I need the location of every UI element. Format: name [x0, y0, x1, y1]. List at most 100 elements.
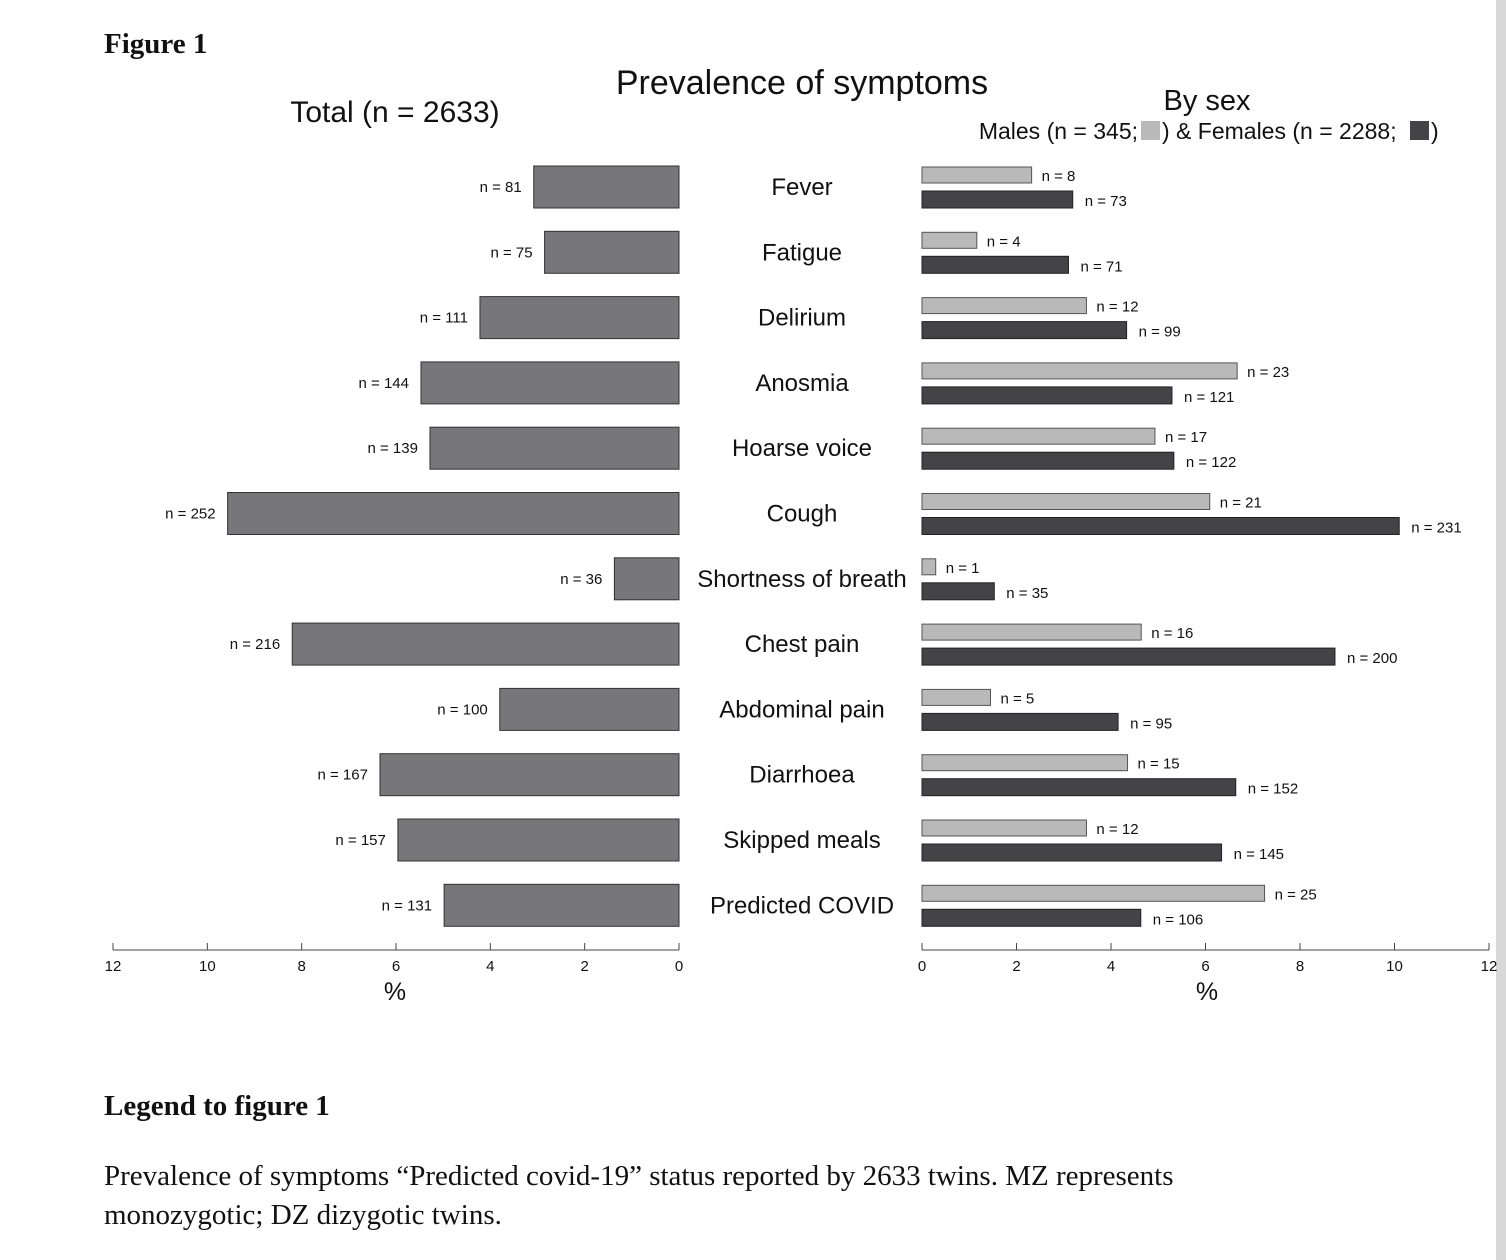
- female-bar: [921, 908, 1142, 927]
- female-bar-label: n = 200: [1347, 650, 1397, 667]
- male-bar: [921, 819, 1087, 837]
- category-label: Fever: [771, 174, 832, 201]
- total-bar: [227, 492, 680, 535]
- legend-text: Prevalence of symptoms “Predicted covid-…: [104, 1160, 1174, 1231]
- male-bar: [921, 754, 1129, 772]
- left-x-tick-label: 8: [297, 958, 305, 975]
- total-bar: [613, 557, 680, 601]
- male-bar: [921, 558, 937, 576]
- male-bar-label: n = 5: [1001, 690, 1035, 707]
- male-bar-label: n = 12: [1096, 299, 1138, 316]
- male-bar: [921, 493, 1211, 510]
- left-x-tick-label: 10: [199, 958, 216, 975]
- chart-title: Prevalence of symptoms: [616, 64, 988, 102]
- female-bar: [921, 582, 995, 601]
- figure-label: Figure 1: [104, 28, 208, 60]
- right-x-tick-label: 8: [1296, 958, 1304, 975]
- category-label: Fatigue: [762, 239, 842, 266]
- total-bar: [479, 296, 680, 340]
- male-bar-label: n = 12: [1096, 821, 1138, 838]
- total-bar-label: n = 252: [165, 506, 215, 523]
- total-bar-label: n = 111: [420, 310, 468, 327]
- male-bar: [921, 623, 1142, 641]
- male-bar: [921, 362, 1238, 380]
- male-bar: [921, 231, 978, 249]
- female-bar: [921, 778, 1237, 797]
- female-bar: [921, 647, 1336, 666]
- category-label: Predicted COVID: [710, 892, 894, 919]
- legend-heading: Legend to figure 1: [104, 1090, 330, 1122]
- page-edge: [1496, 0, 1506, 1260]
- female-bar-label: n = 99: [1139, 324, 1181, 341]
- male-bar: [921, 297, 1087, 315]
- total-bar-label: n = 157: [335, 832, 385, 849]
- male-bar-label: n = 8: [1042, 168, 1076, 185]
- female-bar-label: n = 122: [1186, 454, 1236, 471]
- legend-females-swatch: [1410, 121, 1429, 140]
- female-bar-label: n = 231: [1411, 520, 1461, 537]
- left-x-axis-label: %: [384, 978, 406, 1006]
- total-bar: [533, 165, 680, 209]
- male-bar-label: n = 4: [987, 233, 1021, 250]
- male-bar-label: n = 25: [1275, 886, 1317, 903]
- male-bar: [921, 427, 1156, 445]
- total-bar: [544, 230, 680, 274]
- total-bar-label: n = 144: [359, 375, 409, 392]
- legend-end-text: ): [1431, 118, 1439, 144]
- female-bar: [921, 321, 1128, 340]
- total-bar: [443, 883, 680, 927]
- female-bar-label: n = 106: [1153, 911, 1203, 928]
- male-bar: [921, 884, 1266, 902]
- male-bar-label: n = 16: [1151, 625, 1193, 642]
- left-x-tick-label: 6: [392, 958, 400, 975]
- left-x-tick-label: 12: [105, 958, 122, 975]
- category-label: Diarrhoea: [749, 762, 855, 789]
- left-x-tick-label: 4: [486, 958, 494, 975]
- female-bar: [921, 386, 1173, 405]
- category-label: Shortness of breath: [697, 566, 906, 593]
- total-bar: [420, 361, 680, 405]
- female-bar-label: n = 121: [1184, 389, 1234, 406]
- total-bar-label: n = 81: [480, 179, 522, 196]
- female-bar: [921, 255, 1069, 274]
- total-bar-label: n = 167: [317, 767, 367, 784]
- right-x-tick-label: 12: [1481, 958, 1498, 975]
- female-bar: [921, 451, 1175, 470]
- female-bar-label: n = 35: [1006, 585, 1048, 602]
- male-bar: [921, 688, 992, 706]
- female-bar-label: n = 73: [1085, 193, 1127, 210]
- male-bar-label: n = 1: [946, 560, 980, 577]
- total-bar: [379, 753, 680, 797]
- right-x-tick-label: 6: [1201, 958, 1209, 975]
- legend-males-swatch: [1141, 121, 1160, 140]
- right-x-axis-label: %: [1196, 978, 1218, 1006]
- female-bar-label: n = 95: [1130, 715, 1172, 732]
- total-bar-label: n = 75: [490, 244, 532, 261]
- male-bar-label: n = 17: [1165, 429, 1207, 446]
- category-label: Skipped meals: [723, 827, 880, 854]
- right-x-tick-label: 10: [1386, 958, 1403, 975]
- female-bar: [921, 712, 1119, 731]
- total-bar-label: n = 131: [382, 897, 432, 914]
- category-label: Anosmia: [755, 370, 849, 397]
- male-bar-label: n = 21: [1220, 495, 1262, 512]
- right-x-tick-label: 0: [918, 958, 926, 975]
- female-bar-label: n = 145: [1234, 846, 1284, 863]
- left-x-tick-label: 2: [580, 958, 588, 975]
- total-subtitle: Total (n = 2633): [290, 96, 499, 129]
- female-bar: [921, 517, 1400, 535]
- total-bar: [397, 818, 680, 862]
- legend-females-text: ) & Females (n = 2288;: [1162, 118, 1397, 144]
- right-x-tick-label: 4: [1107, 958, 1115, 975]
- category-label: Chest pain: [745, 631, 860, 658]
- female-bar-label: n = 71: [1080, 258, 1122, 275]
- category-label: Delirium: [758, 305, 846, 332]
- female-bar: [921, 190, 1074, 209]
- by-sex-subtitle: By sex: [1163, 85, 1251, 117]
- female-bar: [921, 843, 1223, 862]
- legend-males-text: Males (n = 345;: [979, 118, 1138, 144]
- left-x-tick-label: 0: [675, 958, 683, 975]
- male-bar-label: n = 23: [1247, 364, 1289, 381]
- total-bar-label: n = 100: [437, 701, 487, 718]
